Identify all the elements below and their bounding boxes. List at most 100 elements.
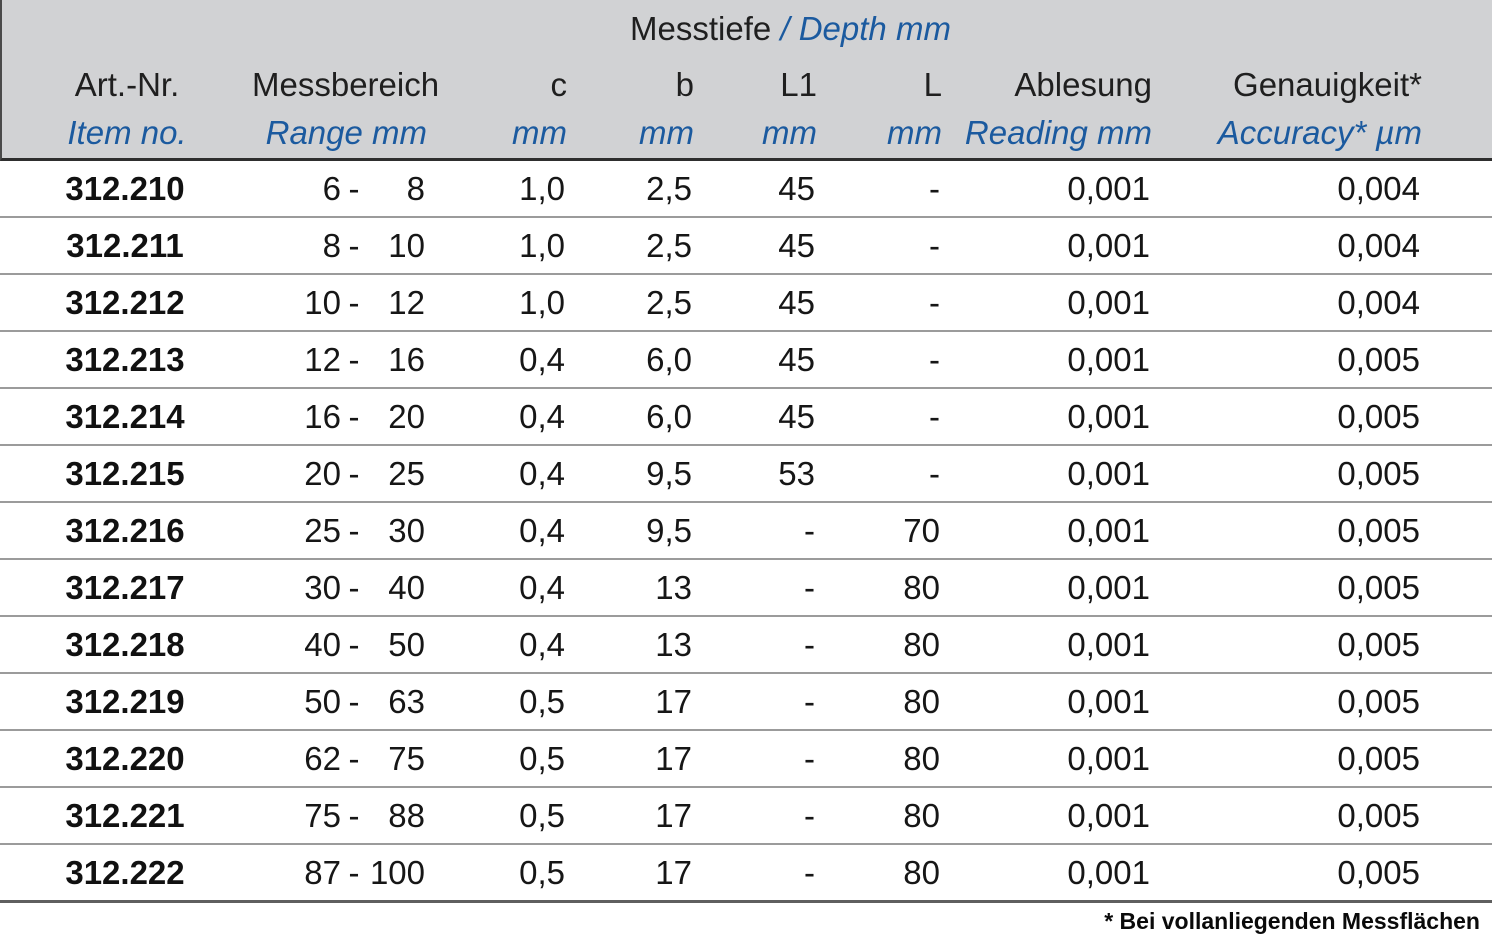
table-row: 312.220 62-75 0,5 17 - 80 0,001 0,005 [0,729,1492,786]
cell-l1: - [804,796,815,834]
cell-range: 30-40 [304,568,425,606]
cell-reading: 0,001 [1067,625,1150,663]
column-header-l1: L1 mm [762,66,817,151]
table-header: Messtiefe / Depth mm Art.-Nr. Item no. M… [0,0,1492,161]
cell-b: 17 [655,682,692,720]
cell-accuracy: 0,004 [1337,283,1420,321]
depth-header-de: Messtiefe [630,10,772,47]
range-dash: - [348,796,360,834]
column-header-reading: Ablesung Reading mm [964,66,1152,151]
cell-l: 80 [903,625,940,663]
cell-accuracy: 0,005 [1337,625,1420,663]
depth-span-header: Messtiefe / Depth mm [2,0,1492,60]
cell-accuracy: 0,004 [1337,226,1420,264]
cell-l: 80 [903,739,940,777]
cell-accuracy: 0,005 [1337,397,1420,435]
cell-reading: 0,001 [1067,682,1150,720]
cell-b: 6,0 [646,397,692,435]
cell-item-no: 312.212 [65,283,185,321]
cell-l: - [929,283,940,321]
cell-b: 13 [655,625,692,663]
cell-b: 9,5 [646,511,692,549]
cell-l: - [929,169,940,207]
cell-l1: - [804,625,815,663]
cell-b: 17 [655,853,692,891]
table-row: 312.216 25-30 0,4 9,5 - 70 0,001 0,005 [0,501,1492,558]
range-dash: - [348,511,360,549]
table-row: 312.215 20-25 0,4 9,5 53 - 0,001 0,005 [0,444,1492,501]
range-dash: - [348,226,360,264]
cell-b: 9,5 [646,454,692,492]
cell-accuracy: 0,005 [1337,511,1420,549]
cell-l1: - [804,853,815,891]
column-header-art-nr: Art.-Nr. Item no. [67,66,187,151]
range-dash: - [348,397,360,435]
cell-accuracy: 0,005 [1337,853,1420,891]
cell-range: 6-8 [322,169,425,207]
cell-reading: 0,001 [1067,169,1150,207]
cell-item-no: 312.215 [65,454,185,492]
cell-b: 2,5 [646,226,692,264]
cell-l: 80 [903,682,940,720]
cell-item-no: 312.218 [65,625,185,663]
cell-range: 25-30 [304,511,425,549]
range-dash: - [348,169,360,207]
cell-range: 16-20 [304,397,425,435]
cell-accuracy: 0,005 [1337,796,1420,834]
cell-c: 0,5 [519,739,565,777]
cell-c: 0,4 [519,397,565,435]
table-row: 312.222 87-100 0,5 17 - 80 0,001 0,005 [0,843,1492,900]
range-dash: - [348,739,360,777]
cell-l: 80 [903,568,940,606]
cell-c: 1,0 [519,169,565,207]
cell-reading: 0,001 [1067,283,1150,321]
cell-l: 80 [903,796,940,834]
table-row: 312.214 16-20 0,4 6,0 45 - 0,001 0,005 [0,387,1492,444]
cell-reading: 0,001 [1067,454,1150,492]
cell-c: 0,5 [519,682,565,720]
column-header-row: Art.-Nr. Item no. Messbereich Range mm c… [2,60,1492,156]
cell-c: 1,0 [519,283,565,321]
cell-range: 12-16 [304,340,425,378]
cell-reading: 0,001 [1067,397,1150,435]
table-row: 312.219 50-63 0,5 17 - 80 0,001 0,005 [0,672,1492,729]
cell-reading: 0,001 [1067,511,1150,549]
cell-reading: 0,001 [1067,226,1150,264]
cell-b: 2,5 [646,283,692,321]
column-header-range: Messbereich Range mm [252,66,440,151]
cell-item-no: 312.221 [65,796,185,834]
cell-item-no: 312.210 [65,169,185,207]
cell-range: 10-12 [304,283,425,321]
cell-accuracy: 0,004 [1337,169,1420,207]
table-row: 312.217 30-40 0,4 13 - 80 0,001 0,005 [0,558,1492,615]
cell-accuracy: 0,005 [1337,682,1420,720]
cell-range: 87-100 [304,853,425,891]
cell-range: 62-75 [304,739,425,777]
cell-range: 50-63 [304,682,425,720]
cell-c: 1,0 [519,226,565,264]
range-dash: - [348,682,360,720]
cell-c: 0,4 [519,340,565,378]
cell-accuracy: 0,005 [1337,340,1420,378]
cell-l1: 53 [778,454,815,492]
range-dash: - [348,625,360,663]
cell-range: 20-25 [304,454,425,492]
cell-l1: 45 [778,169,815,207]
cell-l1: - [804,682,815,720]
cell-c: 0,4 [519,454,565,492]
table-row: 312.210 6-8 1,0 2,5 45 - 0,001 0,004 [0,161,1492,216]
table-row: 312.211 8-10 1,0 2,5 45 - 0,001 0,004 [0,216,1492,273]
table-body: 312.210 6-8 1,0 2,5 45 - 0,001 0,004 312… [0,161,1492,903]
table-row: 312.218 40-50 0,4 13 - 80 0,001 0,005 [0,615,1492,672]
cell-item-no: 312.220 [65,739,185,777]
cell-l1: - [804,568,815,606]
cell-item-no: 312.222 [65,853,185,891]
column-header-accuracy: Genauigkeit* Accuracy* µm [1217,66,1422,151]
cell-l: - [929,226,940,264]
cell-item-no: 312.214 [65,397,185,435]
footnote: * Bei vollanliegenden Messflächen [1104,908,1480,934]
cell-item-no: 312.216 [65,511,185,549]
cell-reading: 0,001 [1067,796,1150,834]
cell-l: 70 [903,511,940,549]
